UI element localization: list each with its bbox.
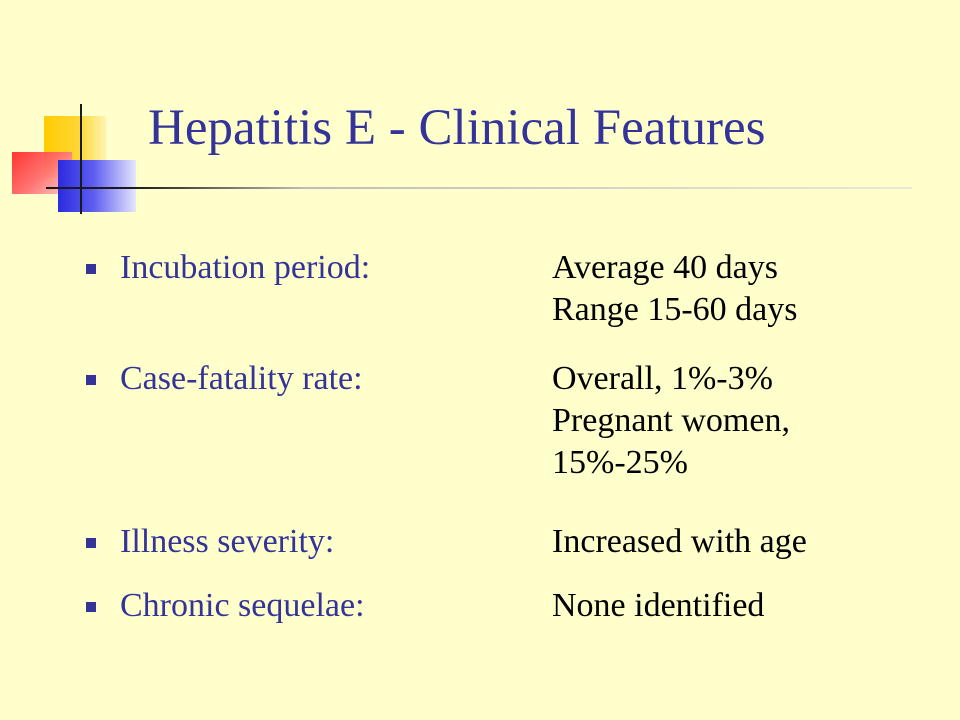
value-line: Increased with age: [552, 523, 807, 560]
square-bullet-icon: [86, 538, 96, 548]
value-line: Average 40 days: [552, 249, 778, 286]
bullet-label: Incubation period:: [120, 249, 371, 286]
value-line: Range 15-60 days: [552, 291, 798, 328]
square-bullet-icon: [86, 264, 96, 274]
bullet-value: Average 40 days Range 15-60 days: [552, 247, 798, 331]
square-bullet-icon: [86, 602, 96, 612]
value-line: None identified: [552, 587, 765, 624]
value-line: Overall, 1%-3%: [552, 360, 773, 397]
vertical-rule: [80, 104, 82, 214]
value-line: 15%-25%: [552, 444, 688, 481]
bullet-value: None identified: [552, 585, 764, 627]
blue-square-decoration: [58, 160, 136, 212]
colored-squares-logo: [0, 0, 160, 230]
slide-title: Hepatitis E - Clinical Features: [148, 100, 766, 156]
bullet-label: Chronic sequelae:: [120, 587, 365, 624]
bullet-label: Illness severity:: [120, 523, 335, 560]
bullet-label: Case-fatality rate:: [120, 360, 363, 397]
square-bullet-icon: [86, 375, 96, 385]
value-line: Pregnant women,: [552, 402, 790, 439]
bullet-value: Overall, 1%-3% Pregnant women, 15%-25%: [552, 358, 790, 484]
title-underline-rule: [46, 187, 912, 189]
bullet-value: Increased with age: [552, 521, 807, 563]
